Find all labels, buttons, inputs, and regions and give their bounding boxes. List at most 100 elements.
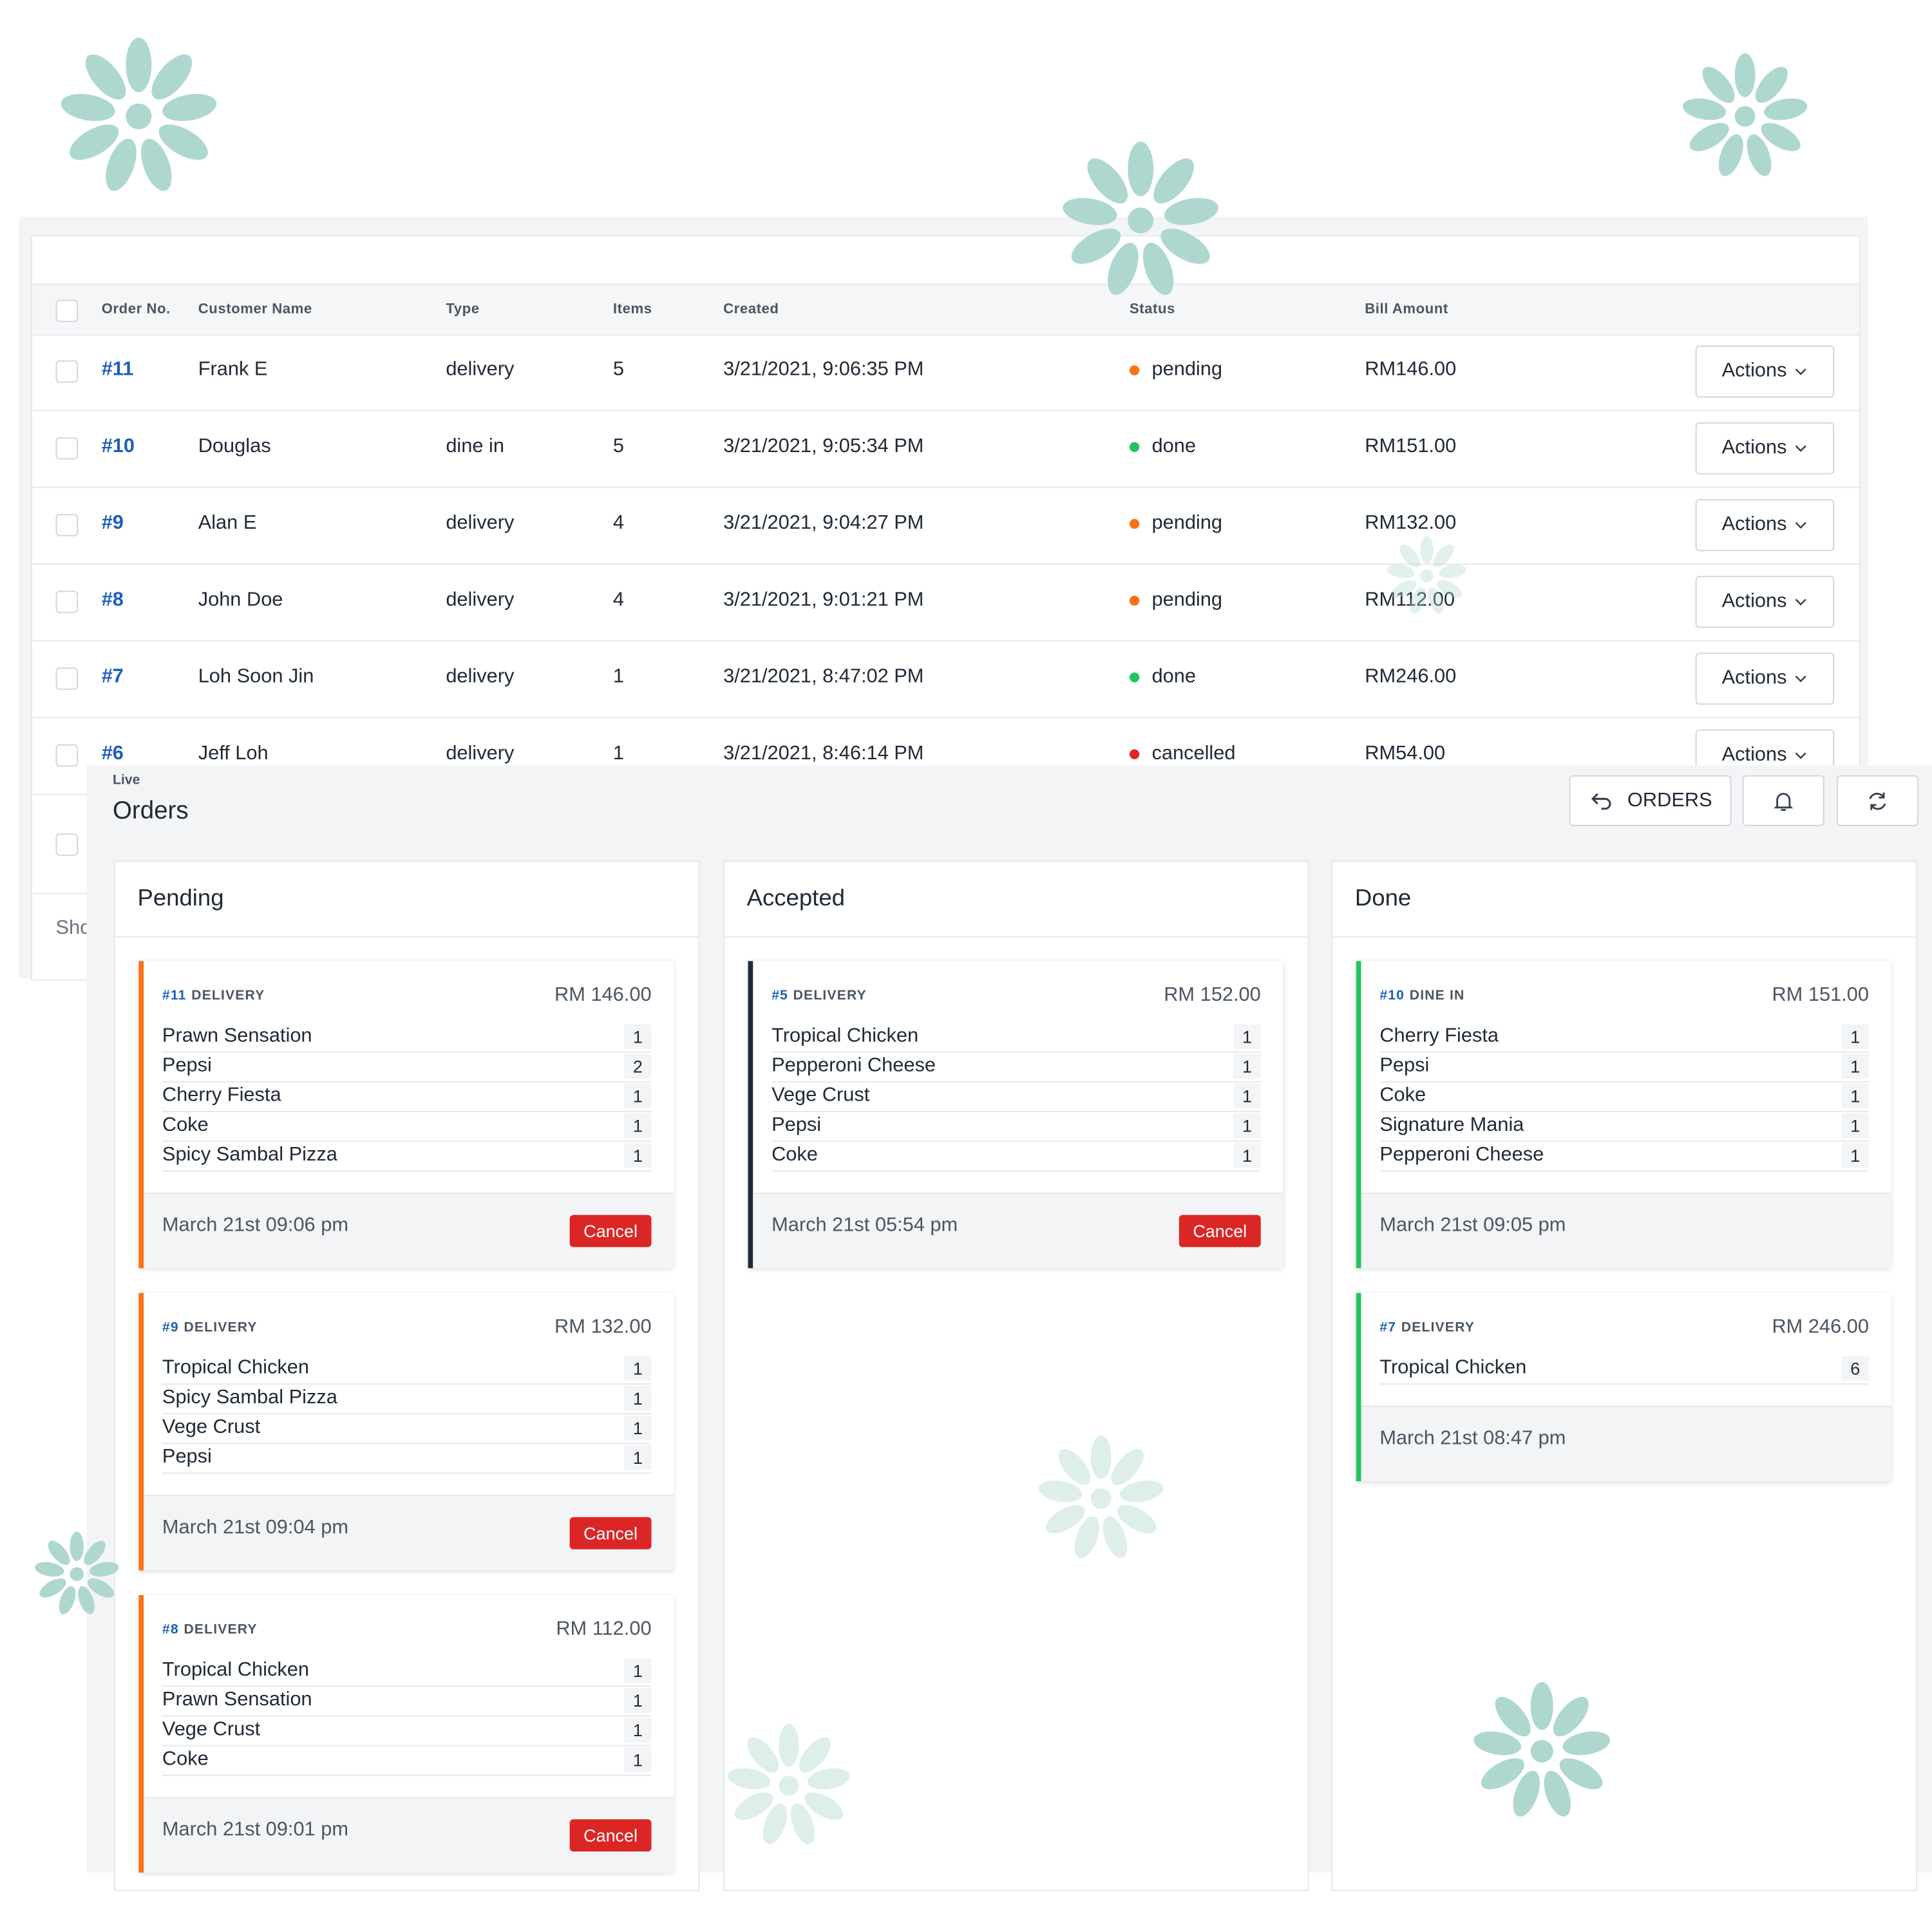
bell-button[interactable] [1742,775,1824,826]
order-link[interactable]: #10 [101,435,135,457]
actions-button[interactable]: Actions [1695,652,1835,705]
column-header: Accepted [724,862,1308,938]
order-id-type: #7 DELIVERY [1379,1320,1475,1335]
order-time: March 21st 05:54 pm [772,1215,958,1236]
order-card[interactable]: #9 DELIVERY RM 132.00 Tropical Chicken 1 Spic… [138,1293,674,1571]
status-text: done [1151,435,1196,457]
order-id: #5 [772,988,788,1003]
cell: 1 [612,666,625,688]
refresh-button[interactable] [1836,775,1918,826]
table-row: #7 Loh Soon Jin delivery 1 3/21/2021, 8:47:0… [32,640,1859,719]
cell: 3/21/2021, 9:01:21 PM [723,589,924,611]
order-time: March 21st 09:06 pm [162,1215,348,1236]
order-card[interactable]: #10 DINE IN RM 151.00 Cherry Fiesta 1 Pepsi 1 C… [1356,961,1891,1269]
item-qty: 1 [1841,1143,1869,1168]
item-qty: 1 [624,1658,652,1683]
item-name: Tropical Chicken [162,1357,309,1379]
card-footer: March 21st 09:05 pm [1361,1192,1891,1269]
order-id-type: #11 DELIVERY [162,989,265,1003]
order-item: Cherry Fiesta 1 [1379,1022,1869,1053]
flower-decor [1037,1434,1166,1563]
order-card[interactable]: #8 DELIVERY RM 112.00 Tropical Chicken 1 Praw… [138,1595,674,1873]
order-item: Coke 1 [1379,1081,1869,1112]
actions-button[interactable]: Actions [1695,499,1835,551]
checkbox[interactable] [55,833,79,856]
item-name: Spicy Sambal Pizza [162,1387,337,1408]
checkbox[interactable] [55,591,79,613]
order-link[interactable]: #9 [101,513,124,534]
item-qty: 1 [624,1416,652,1441]
order-total: RM 151.00 [1772,984,1869,1006]
order-card[interactable]: #11 DELIVERY RM 146.00 Prawn Sensation 1 Peps… [138,961,674,1269]
cancel-button[interactable]: Cancel [569,1215,652,1247]
chevron [1795,522,1806,529]
item-name: Vege Crust [772,1084,870,1106]
order-item: Tropical Chicken 1 [772,1022,1261,1053]
order-card[interactable]: #7 DELIVERY RM 246.00 Tropical Chicken 6 Marc… [1356,1293,1891,1482]
item-name: Spicy Sambal Pizza [162,1144,337,1166]
cancel-button[interactable]: Cancel [1179,1215,1261,1247]
actions-button[interactable]: Actions [1695,422,1835,475]
cell: RM246.00 [1365,666,1457,688]
order-id-type: #8 DELIVERY [162,1622,258,1637]
cell: 3/21/2021, 9:05:34 PM [723,435,924,457]
actions-label: Actions [1721,360,1787,382]
column-title: Pending [137,886,224,912]
order-link[interactable]: #6 [101,743,124,764]
item-name: Pepperoni Cheese [1379,1144,1544,1166]
checkbox[interactable] [55,299,79,323]
item-qty: 1 [624,1445,652,1470]
order-link[interactable]: #11 [101,359,134,381]
order-id-type: #5 DELIVERY [772,989,867,1003]
cell: RM54.00 [1365,743,1446,764]
item-qty: 1 [624,1113,652,1139]
item-qty: 1 [624,1747,652,1772]
item-name: Coke [162,1114,209,1136]
item-qty: 1 [1233,1083,1261,1109]
checkbox[interactable] [55,437,79,460]
checkbox[interactable] [55,667,79,690]
status-cell: pending [1129,564,1222,638]
status-text: pending [1151,513,1223,534]
board-title: Orders [113,797,189,825]
cell: RM151.00 [1365,435,1457,457]
live-orders-board: Live Orders ORDERS Pending #11 DELIVERY RM … [86,765,1932,1891]
order-item: Coke 1 [162,1111,652,1142]
column-header: Created [723,302,779,317]
cancel-button[interactable]: Cancel [569,1819,652,1852]
item-name: Tropical Chicken [772,1025,919,1047]
item-qty: 6 [1841,1356,1869,1381]
card-footer: March 21st 08:47 pm [1361,1405,1891,1482]
table-row: #11 Frank E delivery 5 3/21/2021, 9:06:35 PM… [32,333,1859,412]
orders-button[interactable]: ORDERS [1569,775,1732,826]
checkbox[interactable] [55,514,79,536]
order-link[interactable]: #7 [101,666,124,688]
order-link[interactable]: #8 [101,589,124,611]
status-cell: cancelled [1129,717,1236,791]
checkbox[interactable] [55,360,79,383]
order-id: #8 [162,1622,179,1638]
item-name: Pepperoni Cheese [772,1055,936,1077]
order-type: DELIVERY [184,1320,258,1336]
chevron [1795,444,1806,452]
cell: 3/21/2021, 9:04:27 PM [723,513,924,534]
cell: Alan E [198,513,257,534]
checkbox[interactable] [55,744,79,767]
actions-label: Actions [1721,744,1787,766]
order-card[interactable]: #5 DELIVERY RM 152.00 Tropical Chicken 1 Pepp… [748,961,1283,1269]
status-dot [1129,672,1140,683]
item-name: Prawn Sensation [162,1689,312,1710]
table-header: Order No. Customer Name Type Items Created St… [32,283,1859,336]
column-header: Customer Name [198,302,312,317]
status-dot [1129,518,1140,529]
cell: dine in [446,435,505,457]
actions-button[interactable]: Actions [1695,576,1835,629]
order-item: Pepperoni Cheese 1 [1379,1141,1869,1172]
cell: RM146.00 [1365,359,1457,381]
order-time: March 21st 09:04 pm [162,1517,348,1539]
column-header: Status [1129,302,1175,317]
cancel-button[interactable]: Cancel [569,1517,652,1549]
actions-button[interactable]: Actions [1695,345,1835,398]
